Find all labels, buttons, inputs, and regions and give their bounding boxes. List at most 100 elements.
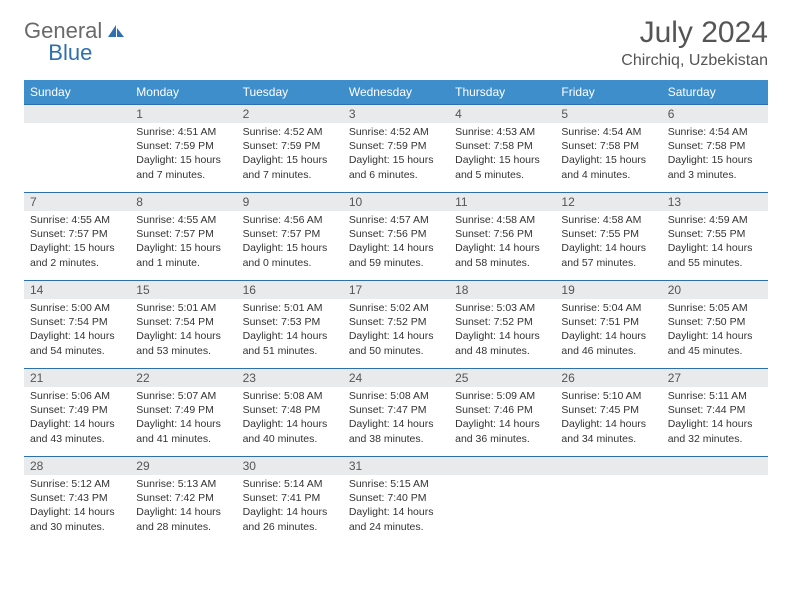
day-cell: 10Sunrise: 4:57 AMSunset: 7:56 PMDayligh… bbox=[343, 193, 449, 281]
sunrise-text: Sunrise: 4:52 AM bbox=[243, 125, 337, 139]
day-cell: 7Sunrise: 4:55 AMSunset: 7:57 PMDaylight… bbox=[24, 193, 130, 281]
sunrise-text: Sunrise: 5:03 AM bbox=[455, 301, 549, 315]
day-number: 24 bbox=[343, 369, 449, 387]
day-cell: 1Sunrise: 4:51 AMSunset: 7:59 PMDaylight… bbox=[130, 105, 236, 193]
sunset-text: Sunset: 7:58 PM bbox=[668, 139, 762, 153]
daylight-text: Daylight: 14 hours and 51 minutes. bbox=[243, 329, 337, 357]
sunset-text: Sunset: 7:54 PM bbox=[30, 315, 124, 329]
day-cell: 13Sunrise: 4:59 AMSunset: 7:55 PMDayligh… bbox=[662, 193, 768, 281]
day-number: 7 bbox=[24, 193, 130, 211]
day-cell: 19Sunrise: 5:04 AMSunset: 7:51 PMDayligh… bbox=[555, 281, 661, 369]
day-number bbox=[662, 457, 768, 475]
sunset-text: Sunset: 7:55 PM bbox=[561, 227, 655, 241]
sunset-text: Sunset: 7:58 PM bbox=[561, 139, 655, 153]
sunset-text: Sunset: 7:40 PM bbox=[349, 491, 443, 505]
daylight-text: Daylight: 14 hours and 30 minutes. bbox=[30, 505, 124, 533]
sunrise-text: Sunrise: 5:05 AM bbox=[668, 301, 762, 315]
day-cell: 25Sunrise: 5:09 AMSunset: 7:46 PMDayligh… bbox=[449, 369, 555, 457]
week-row: 28Sunrise: 5:12 AMSunset: 7:43 PMDayligh… bbox=[24, 457, 768, 545]
location: Chirchiq, Uzbekistan bbox=[621, 52, 768, 70]
daylight-text: Daylight: 15 hours and 0 minutes. bbox=[243, 241, 337, 269]
sunset-text: Sunset: 7:52 PM bbox=[349, 315, 443, 329]
day-body: Sunrise: 5:08 AMSunset: 7:48 PMDaylight:… bbox=[237, 387, 343, 450]
sunrise-text: Sunrise: 4:52 AM bbox=[349, 125, 443, 139]
day-number: 31 bbox=[343, 457, 449, 475]
sunset-text: Sunset: 7:57 PM bbox=[136, 227, 230, 241]
sunrise-text: Sunrise: 4:54 AM bbox=[561, 125, 655, 139]
week-row: 21Sunrise: 5:06 AMSunset: 7:49 PMDayligh… bbox=[24, 369, 768, 457]
day-number: 3 bbox=[343, 105, 449, 123]
day-header: Friday bbox=[555, 80, 661, 105]
day-body: Sunrise: 4:54 AMSunset: 7:58 PMDaylight:… bbox=[662, 123, 768, 186]
daylight-text: Daylight: 14 hours and 57 minutes. bbox=[561, 241, 655, 269]
sunrise-text: Sunrise: 4:55 AM bbox=[30, 213, 124, 227]
day-number: 28 bbox=[24, 457, 130, 475]
day-body: Sunrise: 5:05 AMSunset: 7:50 PMDaylight:… bbox=[662, 299, 768, 362]
day-cell: 16Sunrise: 5:01 AMSunset: 7:53 PMDayligh… bbox=[237, 281, 343, 369]
sunrise-text: Sunrise: 5:08 AM bbox=[243, 389, 337, 403]
day-body: Sunrise: 5:04 AMSunset: 7:51 PMDaylight:… bbox=[555, 299, 661, 362]
page-header: General July 2024 Chirchiq, Uzbekistan bbox=[24, 18, 768, 70]
sunset-text: Sunset: 7:55 PM bbox=[668, 227, 762, 241]
day-number: 30 bbox=[237, 457, 343, 475]
calendar-table: SundayMondayTuesdayWednesdayThursdayFrid… bbox=[24, 80, 768, 545]
day-header: Wednesday bbox=[343, 80, 449, 105]
sunset-text: Sunset: 7:54 PM bbox=[136, 315, 230, 329]
day-number: 20 bbox=[662, 281, 768, 299]
day-cell: 6Sunrise: 4:54 AMSunset: 7:58 PMDaylight… bbox=[662, 105, 768, 193]
day-cell: 26Sunrise: 5:10 AMSunset: 7:45 PMDayligh… bbox=[555, 369, 661, 457]
day-body: Sunrise: 5:10 AMSunset: 7:45 PMDaylight:… bbox=[555, 387, 661, 450]
daylight-text: Daylight: 14 hours and 50 minutes. bbox=[349, 329, 443, 357]
sunset-text: Sunset: 7:49 PM bbox=[136, 403, 230, 417]
day-body: Sunrise: 4:58 AMSunset: 7:55 PMDaylight:… bbox=[555, 211, 661, 274]
day-cell: 5Sunrise: 4:54 AMSunset: 7:58 PMDaylight… bbox=[555, 105, 661, 193]
day-number: 9 bbox=[237, 193, 343, 211]
sunrise-text: Sunrise: 5:07 AM bbox=[136, 389, 230, 403]
day-cell: 18Sunrise: 5:03 AMSunset: 7:52 PMDayligh… bbox=[449, 281, 555, 369]
title-block: July 2024 Chirchiq, Uzbekistan bbox=[621, 18, 768, 70]
day-body: Sunrise: 5:07 AMSunset: 7:49 PMDaylight:… bbox=[130, 387, 236, 450]
day-body: Sunrise: 4:53 AMSunset: 7:58 PMDaylight:… bbox=[449, 123, 555, 186]
day-header: Thursday bbox=[449, 80, 555, 105]
sunset-text: Sunset: 7:46 PM bbox=[455, 403, 549, 417]
day-cell: 12Sunrise: 4:58 AMSunset: 7:55 PMDayligh… bbox=[555, 193, 661, 281]
week-row: 7 Sunrise: 4:55 AM Sunset: 7:57 PM Daylight… bbox=[24, 193, 768, 281]
day-number: 4 bbox=[449, 105, 555, 123]
daylight-text: Daylight: 14 hours and 55 minutes. bbox=[668, 241, 762, 269]
day-number: 16 bbox=[237, 281, 343, 299]
sunrise-text: Sunrise: 5:02 AM bbox=[349, 301, 443, 315]
day-number: 14 bbox=[24, 281, 130, 299]
day-number: 8 bbox=[130, 193, 236, 211]
day-body: Sunrise: 5:09 AMSunset: 7:46 PMDaylight:… bbox=[449, 387, 555, 450]
sunrise-text: Sunrise: 5:00 AM bbox=[30, 301, 124, 315]
sunset-text: Sunset: 7:59 PM bbox=[349, 139, 443, 153]
day-body: Sunrise: 4:51 AMSunset: 7:59 PMDaylight:… bbox=[130, 123, 236, 186]
day-number: 25 bbox=[449, 369, 555, 387]
daylight-text: Daylight: 14 hours and 54 minutes. bbox=[30, 329, 124, 357]
sunrise-text: Sunrise: 5:01 AM bbox=[136, 301, 230, 315]
day-cell: 17Sunrise: 5:02 AMSunset: 7:52 PMDayligh… bbox=[343, 281, 449, 369]
daylight-text: Daylight: 14 hours and 34 minutes. bbox=[561, 417, 655, 445]
daylight-text: Daylight: 14 hours and 36 minutes. bbox=[455, 417, 549, 445]
daylight-text: Daylight: 14 hours and 53 minutes. bbox=[136, 329, 230, 357]
month-title: July 2024 bbox=[621, 18, 768, 48]
sunset-text: Sunset: 7:43 PM bbox=[30, 491, 124, 505]
sunrise-text: Sunrise: 5:11 AM bbox=[668, 389, 762, 403]
day-body: Sunrise: 4:52 AMSunset: 7:59 PMDaylight:… bbox=[237, 123, 343, 186]
daylight-text: Daylight: 14 hours and 59 minutes. bbox=[349, 241, 443, 269]
brand-part2: Blue bbox=[48, 40, 92, 66]
day-number: 1 bbox=[130, 105, 236, 123]
day-number: 19 bbox=[555, 281, 661, 299]
daylight-text: Daylight: 15 hours and 7 minutes. bbox=[136, 153, 230, 181]
sail-icon bbox=[106, 23, 126, 39]
day-cell: 27Sunrise: 5:11 AMSunset: 7:44 PMDayligh… bbox=[662, 369, 768, 457]
brand-logo-line2: General Blue bbox=[24, 40, 92, 66]
week-row: 1Sunrise: 4:51 AMSunset: 7:59 PMDaylight… bbox=[24, 105, 768, 193]
day-number bbox=[449, 457, 555, 475]
day-cell: 11Sunrise: 4:58 AMSunset: 7:56 PMDayligh… bbox=[449, 193, 555, 281]
sunrise-text: Sunrise: 5:06 AM bbox=[30, 389, 124, 403]
sunset-text: Sunset: 7:59 PM bbox=[136, 139, 230, 153]
daylight-text: Daylight: 14 hours and 43 minutes. bbox=[30, 417, 124, 445]
day-header: Saturday bbox=[662, 80, 768, 105]
day-number: 26 bbox=[555, 369, 661, 387]
